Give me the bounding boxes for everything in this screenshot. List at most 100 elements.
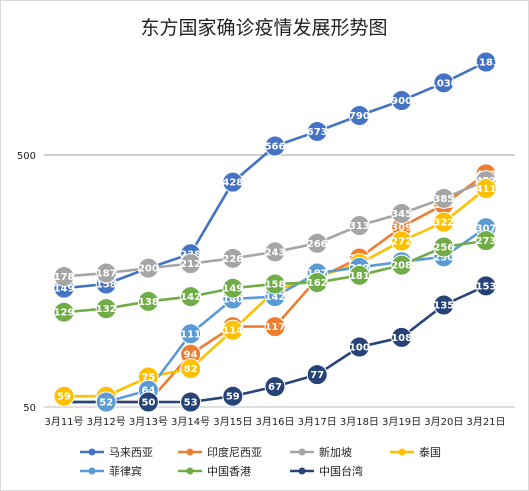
data-point	[433, 236, 455, 258]
data-point	[53, 385, 75, 407]
data-label: 313	[349, 221, 370, 232]
x-tick-label: 3月19日	[382, 416, 421, 428]
data-point	[306, 232, 328, 254]
data-label: 59	[226, 392, 240, 403]
data-label: 135	[433, 301, 454, 312]
data-label: 322	[433, 218, 454, 229]
data-label: 138	[138, 297, 159, 308]
data-point	[391, 254, 413, 276]
data-label: 153	[476, 281, 497, 292]
data-point	[222, 319, 244, 341]
data-label: 114	[222, 326, 243, 337]
data-point	[222, 385, 244, 407]
data-label: 94	[184, 350, 198, 361]
data-point	[137, 391, 159, 413]
data-label: 900	[391, 96, 412, 107]
data-label: 428	[222, 178, 243, 189]
data-label: 140	[222, 295, 243, 306]
data-point	[53, 265, 75, 287]
data-point	[348, 264, 370, 286]
data-label: 132	[96, 304, 117, 315]
x-tick-label: 3月12号	[87, 416, 126, 428]
data-label: 243	[265, 247, 286, 258]
data-label: 59	[57, 392, 71, 403]
data-label: 307	[476, 223, 497, 234]
data-label: 411	[476, 184, 497, 195]
data-label: 142	[265, 292, 286, 303]
legend-label: 菲律宾	[109, 464, 142, 478]
legend-marker	[186, 467, 194, 475]
data-label: 129	[54, 308, 75, 319]
data-point	[180, 253, 202, 275]
x-tick-label: 3月16日	[255, 416, 294, 428]
data-label: 566	[265, 142, 286, 153]
data-point	[348, 105, 370, 127]
data-label: 266	[307, 239, 328, 250]
data-point	[95, 391, 117, 413]
legend-label: 泰国	[419, 445, 441, 459]
data-label: 272	[391, 236, 412, 247]
data-point	[222, 247, 244, 269]
data-label: 230	[433, 252, 454, 263]
data-label: 208	[391, 261, 412, 272]
data-point	[391, 90, 413, 112]
data-label: 53	[184, 398, 198, 409]
data-label: 212	[180, 259, 201, 270]
series-points: 1491582002384285666737909001030118394117…	[53, 51, 500, 413]
legend-label: 新加坡	[319, 445, 352, 459]
x-tick-label: 3月17日	[298, 416, 337, 428]
data-point	[475, 275, 497, 297]
data-label: 82	[184, 364, 198, 375]
data-label: 200	[138, 264, 159, 275]
data-point	[180, 358, 202, 380]
x-tick-label: 3月18日	[340, 416, 379, 428]
data-label: 178	[54, 272, 75, 283]
data-point	[433, 187, 455, 209]
data-label: 111	[180, 329, 201, 340]
data-label: 187	[96, 269, 117, 280]
data-point	[433, 211, 455, 233]
data-point	[306, 271, 328, 293]
data-label: 790	[349, 111, 370, 122]
data-point	[433, 294, 455, 316]
data-point	[475, 51, 497, 73]
x-tick-label: 3月15日	[213, 416, 252, 428]
x-axis-ticks: 3月11号 3月12号 3月13号 3月14号 3月15日 3月16日 3月17日 3月18日…	[44, 416, 505, 428]
legend-marker	[298, 467, 306, 475]
x-tick-label: 3月11号	[44, 416, 83, 428]
x-tick-label: 3月21日	[466, 416, 505, 428]
data-point	[95, 262, 117, 284]
data-label: 309	[391, 223, 412, 234]
data-point	[137, 290, 159, 312]
data-label: 273	[476, 236, 497, 247]
legend-marker	[298, 448, 306, 456]
legend-label: 中国香港	[207, 465, 251, 478]
data-point	[348, 215, 370, 237]
data-label: 100	[349, 343, 370, 354]
x-tick-label: 3月14号	[171, 416, 210, 428]
data-label: 385	[433, 194, 454, 205]
data-point	[53, 301, 75, 323]
data-point	[391, 326, 413, 348]
data-point	[180, 323, 202, 345]
data-label: 158	[96, 279, 117, 290]
data-label: 50	[141, 398, 155, 409]
data-point	[264, 241, 286, 263]
data-label: 149	[54, 284, 75, 295]
legend-marker	[186, 448, 194, 456]
data-label: 149	[222, 284, 243, 295]
data-label: 75	[141, 373, 155, 384]
data-point	[264, 316, 286, 338]
data-point	[95, 298, 117, 320]
y-tick-label: 500	[17, 151, 36, 162]
legend-marker	[88, 448, 96, 456]
data-label: 158	[265, 279, 286, 290]
data-point	[222, 171, 244, 193]
legend-label: 中国台湾	[319, 464, 363, 478]
x-tick-label: 3月20日	[424, 416, 463, 428]
data-label: 117	[265, 322, 286, 333]
data-label: 67	[268, 382, 282, 393]
